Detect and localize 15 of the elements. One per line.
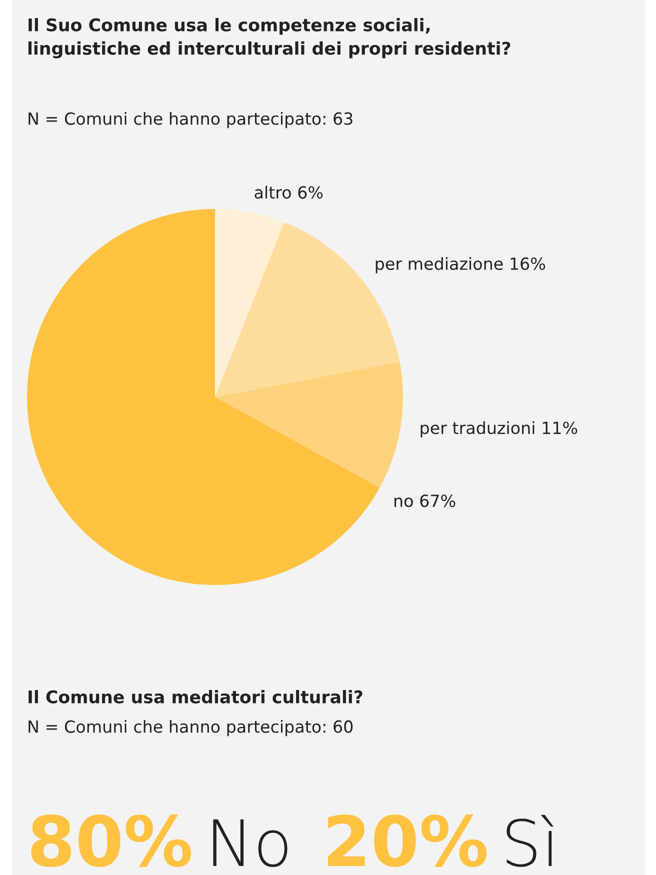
pie-slice xyxy=(215,362,403,488)
slice-label: per traduzioni 11% xyxy=(420,421,578,438)
slice-label: per mediazione 16% xyxy=(376,257,546,274)
text: Il Comune usa mediatori culturali? xyxy=(28,690,362,704)
category-label: Sì xyxy=(506,814,554,867)
pie-slice xyxy=(215,209,284,397)
pie-slice xyxy=(215,222,400,397)
slice-label: no 67% xyxy=(394,494,456,508)
slice-label: altro 6% xyxy=(254,186,323,199)
chart-title: Il Suo Comune usa le competenze sociali, linguistiche ed interculturali dei propri residenti? xyxy=(28,18,510,58)
text: N = Comuni che hanno partecipato: 60 xyxy=(28,720,353,736)
data-label: 80% xyxy=(31,814,192,867)
chart-subtitle: N = Comuni che hanno partecipato: 63 xyxy=(28,112,352,128)
category-label: No xyxy=(213,819,288,868)
data-label: 20% xyxy=(328,814,487,867)
